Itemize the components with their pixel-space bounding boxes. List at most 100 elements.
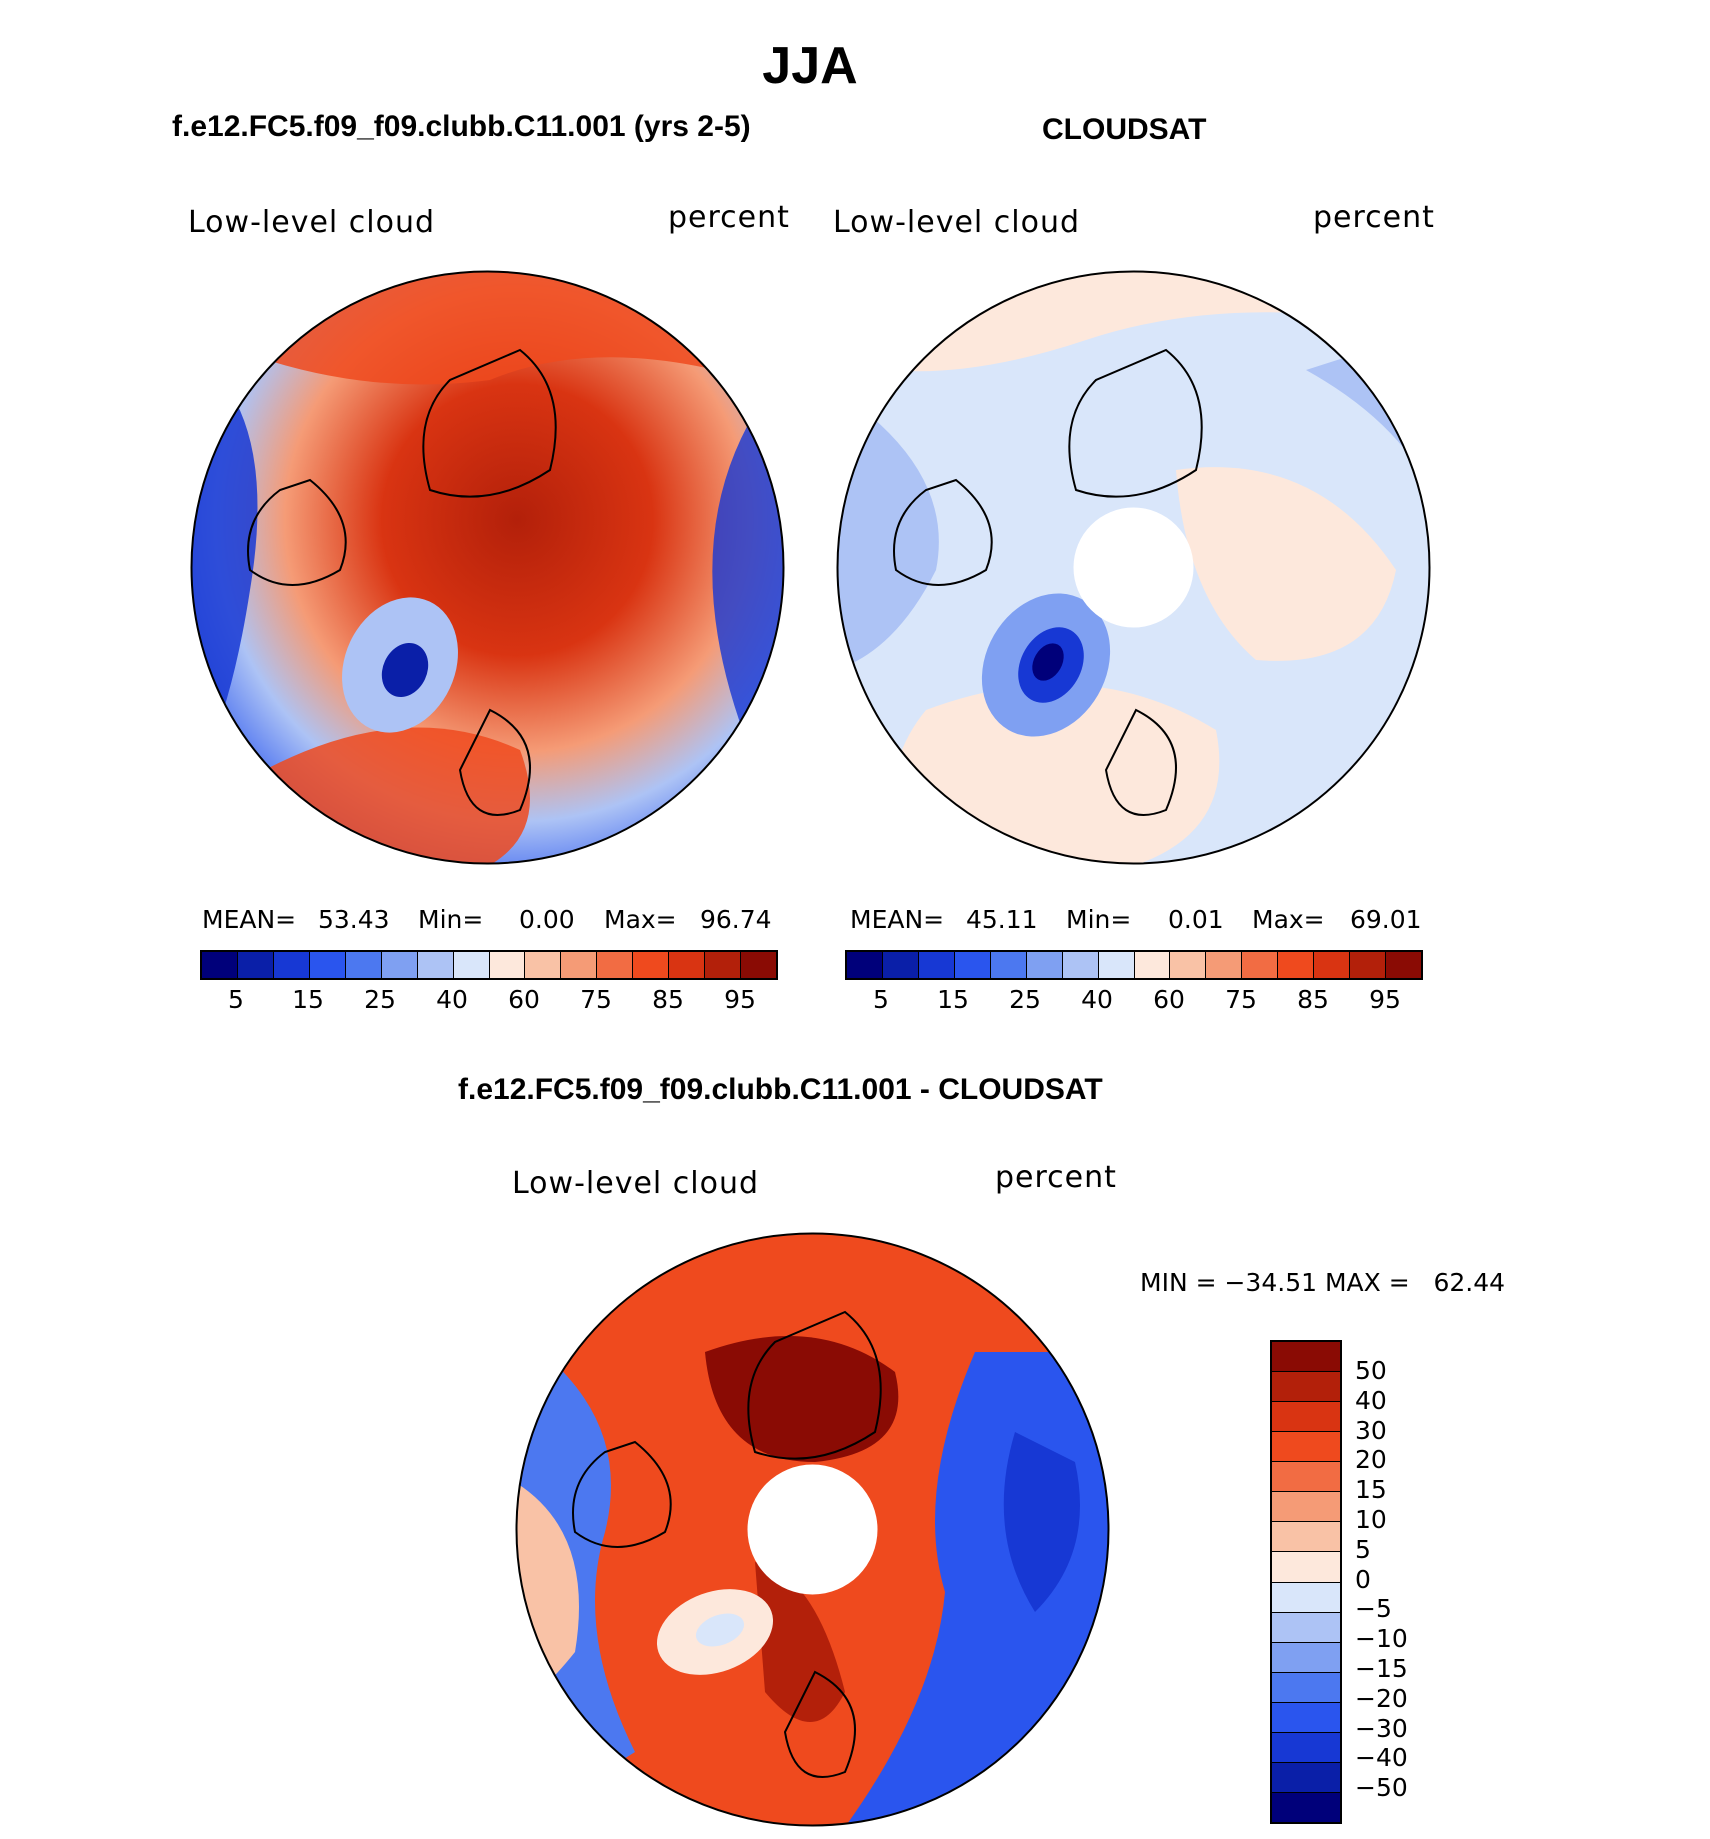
colorbar-swatch [1272,1612,1340,1643]
panel-diff-units-label: percent [995,1160,1117,1195]
colorbar-swatch [847,952,883,978]
panel-obs-min-label: Min= [1066,905,1132,934]
colorbar-swatch [882,952,919,978]
panel-obs-title: CLOUDSAT [1042,113,1207,146]
colorbar-swatch [1272,1672,1340,1703]
panel-model-min-value: 0.00 [519,905,575,934]
colorbar-tick-label: −5 [1355,1594,1392,1624]
colorbar-swatch [1272,1372,1340,1403]
colorbar-swatch [1062,952,1099,978]
colorbar-obs [845,950,1423,980]
colorbar-tick-label: 15 [1355,1475,1387,1505]
colorbar-swatch [1206,952,1243,978]
panel-obs-mean-label: MEAN= [850,905,945,934]
colorbar-swatch [1134,952,1171,978]
colorbar-tick-label: 5 [873,985,889,1014]
panel-model-variable-label: Low-level cloud [188,205,436,240]
panel-obs-variable-label: Low-level cloud [833,205,1081,240]
map-obs-polar [836,270,1431,865]
colorbar-tick-label: 60 [508,985,540,1014]
colorbar-tick-label: −15 [1355,1654,1408,1683]
colorbar-diff [1270,1340,1342,1824]
colorbar-swatch [597,952,634,978]
colorbar-tick-label: 95 [1369,985,1401,1014]
panel-model-mean-label: MEAN= [202,905,297,934]
panel-obs-min-value: 0.01 [1168,905,1224,934]
colorbar-tick-label: −30 [1355,1713,1408,1743]
colorbar-tick-label: 15 [292,985,324,1014]
map-model-polar [190,270,785,865]
map-diff-polar [515,1232,1110,1827]
colorbar-swatch [345,952,382,978]
colorbar-swatch [381,952,418,978]
colorbar-swatch [1314,952,1351,978]
colorbar-swatch [309,952,346,978]
panel-obs-max-value: 69.01 [1350,905,1422,934]
colorbar-tick-label: 75 [580,985,612,1014]
colorbar-swatch [1272,1492,1340,1523]
colorbar-swatch [1272,1582,1340,1613]
colorbar-swatch [202,952,238,978]
colorbar-swatch [1272,1522,1340,1553]
colorbar-swatch [705,952,742,978]
colorbar-tick-label: 75 [1225,985,1257,1014]
colorbar-swatch [1272,1462,1340,1493]
colorbar-swatch [1386,952,1421,978]
colorbar-swatch [1026,952,1063,978]
colorbar-model-ticks: 5 15 25 40 60 75 85 95 [0,985,756,1014]
colorbar-swatch [1272,1762,1340,1793]
colorbar-tick-label: 85 [1297,985,1329,1014]
colorbar-swatch [1272,1552,1340,1583]
colorbar-tick-label: 40 [1081,985,1113,1014]
colorbar-swatch [1272,1342,1340,1373]
panel-model-max-label: Max= [604,905,677,934]
colorbar-tick-label: 5 [228,985,244,1014]
panel-model-max-value: 96.74 [700,905,772,934]
colorbar-tick-label: 20 [1355,1445,1387,1475]
colorbar-swatch [1272,1432,1340,1463]
colorbar-swatch [954,952,991,978]
colorbar-swatch [741,952,776,978]
colorbar-tick-label: 40 [1355,1385,1387,1415]
colorbar-tick-label: 50 [1355,1356,1387,1385]
panel-model-units-label: percent [668,200,790,235]
colorbar-diff-ticks: 50 40 30 20 15 10 5 0 −5 −10 −15 −20 −30 −40 −50 [0,0,1408,1802]
colorbar-tick-label: 85 [652,985,684,1014]
colorbar-swatch [273,952,310,978]
colorbar-swatch [1272,1402,1340,1433]
colorbar-tick-label: −50 [1355,1773,1408,1803]
colorbar-swatch [237,952,274,978]
panel-diff-minmax: MIN = −34.51 MAX = 62.44 [1140,1268,1506,1297]
colorbar-tick-label: 25 [364,985,396,1014]
colorbar-swatch [990,952,1027,978]
colorbar-swatch [1350,952,1387,978]
colorbar-swatch [918,952,955,978]
colorbar-tick-label: 0 [1355,1564,1371,1594]
colorbar-swatch [1170,952,1207,978]
colorbar-tick-label: −40 [1355,1743,1408,1773]
panel-model-min-label: Min= [418,905,484,934]
colorbar-tick-label: 30 [1355,1415,1387,1445]
colorbar-swatch [525,952,562,978]
colorbar-swatch [489,952,526,978]
colorbar-swatch [1272,1642,1340,1673]
colorbar-swatch [453,952,490,978]
colorbar-tick-label: 15 [937,985,969,1014]
colorbar-tick-label: 25 [1009,985,1041,1014]
colorbar-tick-label: 5 [1355,1534,1371,1564]
colorbar-swatch [1098,952,1135,978]
colorbar-tick-label: −10 [1355,1624,1408,1654]
panel-obs-max-label: Max= [1252,905,1325,934]
page-title: JJA [762,37,858,95]
colorbar-swatch [1242,952,1279,978]
colorbar-swatch [1272,1702,1340,1733]
colorbar-swatch [1278,952,1315,978]
panel-model-mean-value: 53.43 [318,905,390,934]
colorbar-tick-label: 40 [436,985,468,1014]
colorbar-tick-label: −20 [1355,1683,1408,1713]
colorbar-model [200,950,778,980]
panel-diff-title: f.e12.FC5.f09_f09.clubb.C11.001 - CLOUDS… [458,1073,1103,1106]
panel-model-title: f.e12.FC5.f09_f09.clubb.C11.001 (yrs 2-5… [172,110,751,143]
colorbar-swatch [669,952,706,978]
colorbar-swatch [1272,1792,1340,1822]
